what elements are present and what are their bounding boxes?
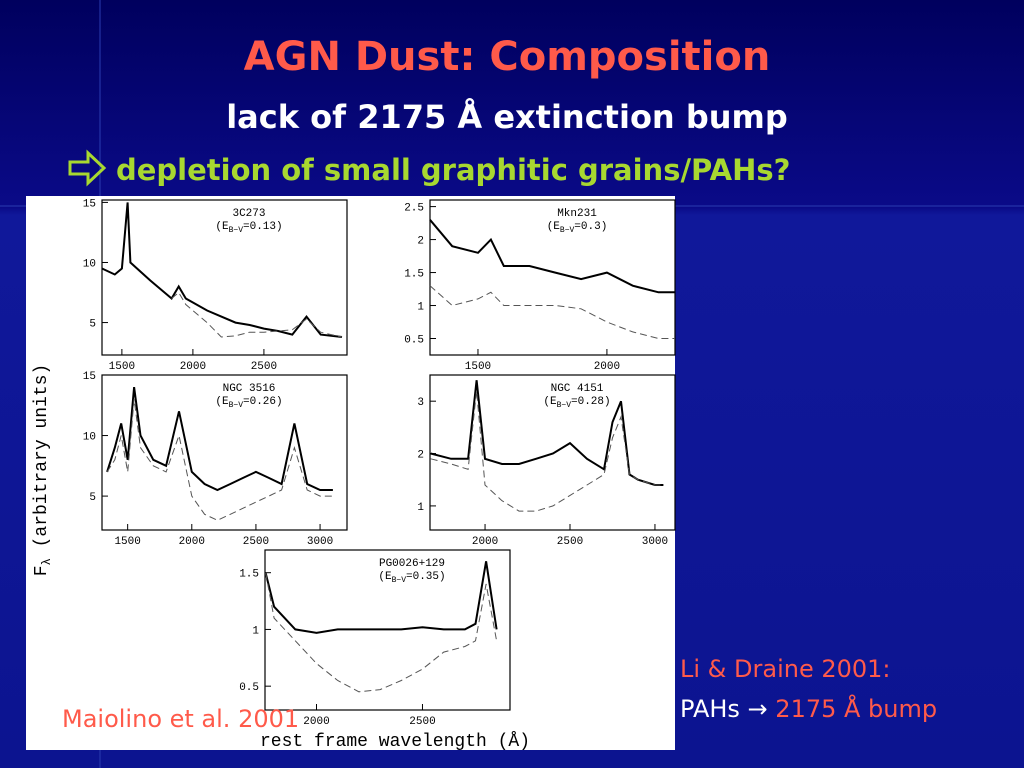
y-tick-label: 1 [417, 302, 424, 314]
panel-label: NGC 3516 [223, 383, 276, 395]
spectrum-line [265, 572, 498, 693]
note-text: PAHs [680, 695, 740, 723]
panel-label: 3C273 [232, 208, 265, 220]
x-tick-label: 2000 [594, 361, 620, 373]
x-tick-label: 2500 [557, 536, 583, 548]
x-tick-label: 2500 [243, 536, 269, 548]
ebv-sub: B−V [229, 401, 244, 410]
y-tick-label: 0.5 [239, 682, 259, 694]
y-label-rest: (arbitrary units) [32, 364, 52, 558]
y-tick-label: 15 [83, 198, 96, 210]
x-tick-label: 1500 [109, 361, 135, 373]
y-tick-label: 2 [417, 236, 424, 248]
spectrum-line [429, 219, 675, 294]
panel-ebv: (EB−V=0.28) [543, 396, 610, 410]
plot-frame [429, 374, 676, 531]
x-tick-label: 2000 [303, 716, 329, 728]
ebv-sub: B−V [229, 226, 244, 235]
plot-frame [101, 199, 348, 356]
x-tick-label: 2500 [251, 361, 277, 373]
panel-ebv: (EB−V=0.3) [547, 221, 608, 235]
y-tick-label: 10 [83, 432, 96, 444]
spectrum-line [430, 390, 664, 512]
spectrum-line [430, 380, 664, 486]
x-tick-label: 3000 [642, 536, 668, 548]
y-tick-label: 2 [417, 450, 424, 462]
x-tick-label: 2000 [472, 536, 498, 548]
y-tick-label: 1 [417, 502, 424, 514]
ebv-suffix: =0.28) [571, 396, 611, 408]
y-tick-label: 1 [252, 625, 259, 637]
ebv-suffix: =0.26) [243, 396, 283, 408]
slide-subtitle: lack of 2175 Å extinction bump [226, 98, 788, 136]
y-tick-label: 3 [417, 397, 424, 409]
y-tick-label: 1.5 [239, 569, 259, 581]
ebv-suffix: =0.35) [406, 571, 446, 583]
panel-label: Mkn231 [557, 208, 597, 220]
figure-background [26, 196, 675, 750]
arrow-icon [68, 149, 107, 187]
figure: Fλ (arbitrary units) rest frame waveleng… [32, 198, 676, 752]
ebv-sub: B−V [560, 226, 575, 235]
ebv-sub: B−V [557, 401, 572, 410]
x-tick-label: 2000 [179, 536, 205, 548]
spectrum-panel: PG0026+129(EB−V=0.35) 2000 2500 0.5 1 1.5 [239, 549, 511, 728]
slide-point: depletion of small graphitic grains/PAHs… [116, 153, 790, 187]
x-tick-label: 1500 [114, 536, 140, 548]
note-text: 2175 Å bump [775, 694, 937, 723]
y-tick-label: 0.5 [404, 335, 424, 347]
ebv-suffix: =0.13) [243, 221, 283, 233]
y-axis-label: Fλ (arbitrary units) [32, 364, 54, 576]
y-label-main: F [32, 565, 52, 576]
spectrum-line [106, 386, 333, 492]
ebv-prefix: (E [215, 396, 229, 408]
y-tick-label: 5 [89, 492, 96, 504]
spectrum-panel: NGC 4151(EB−V=0.28) 2000 2500 3000 1 2 3 [417, 374, 676, 548]
x-tick-label: 1500 [465, 361, 491, 373]
panel-label: PG0026+129 [379, 558, 445, 570]
spectrum-line [264, 561, 498, 634]
plot-frame [264, 549, 511, 711]
y-tick-label: 10 [83, 258, 96, 270]
x-tick-label: 2000 [180, 361, 206, 373]
ebv-prefix: (E [215, 221, 229, 233]
spectrum-panel: 3C273(EB−V=0.13) 1500 2000 2500 5 10 15 [83, 198, 348, 373]
panel-label: NGC 4151 [551, 383, 604, 395]
y-tick-label: 15 [83, 371, 96, 383]
spectrum-line [171, 291, 343, 338]
x-tick-label: 2500 [409, 716, 435, 728]
note-line: Li & Draine 2001: [680, 655, 891, 683]
plot-frame [429, 199, 676, 356]
note-arrow: → [748, 695, 768, 723]
y-tick-label: 1.5 [404, 269, 424, 281]
panel-ebv: (EB−V=0.35) [378, 571, 445, 585]
y-tick-label: 2.5 [404, 203, 424, 215]
ebv-suffix: =0.3) [574, 221, 607, 233]
spectrum-line [106, 399, 333, 521]
ebv-prefix: (E [543, 396, 557, 408]
spectrum-panel: NGC 3516(EB−V=0.26) 1500 2000 2500 3000 5 10 15 [83, 371, 348, 548]
plot-frame [101, 374, 348, 531]
ebv-prefix: (E [378, 571, 392, 583]
ebv-sub: B−V [392, 576, 407, 585]
spectrum-line [101, 202, 343, 338]
y-label-sub: λ [40, 558, 54, 565]
panel-ebv: (EB−V=0.26) [215, 396, 282, 410]
spectrum-panel: Mkn231(EB−V=0.3) 1500 2000 0.5 1 1.5 2 2.5 [404, 199, 676, 373]
note-line: PAHs → 2175 Å bump [680, 694, 937, 723]
spectrum-line [429, 285, 675, 339]
x-axis-label: rest frame wavelength (Å) [260, 731, 530, 752]
ebv-prefix: (E [547, 221, 561, 233]
slide-title: AGN Dust: Composition [244, 34, 771, 80]
x-tick-label: 3000 [307, 536, 333, 548]
figure-credit: Maiolino et al. 2001 [62, 705, 299, 733]
panel-ebv: (EB−V=0.13) [215, 221, 282, 235]
y-tick-label: 5 [89, 319, 96, 331]
